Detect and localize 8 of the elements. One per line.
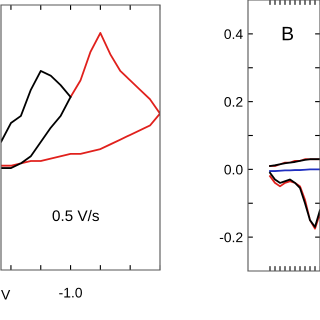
text: -1.0 [59, 288, 82, 298]
y-tick-label: 0.0 [224, 164, 243, 175]
y-tick-label: -0.2 [220, 232, 242, 242]
y-tick-label: 0.4 [224, 29, 243, 40]
annotation: B [282, 26, 294, 40]
x-axis-title: V [1, 290, 10, 300]
y-tick-label: 0.2 [224, 96, 242, 107]
annotation: 0.5 V/s [52, 210, 99, 222]
